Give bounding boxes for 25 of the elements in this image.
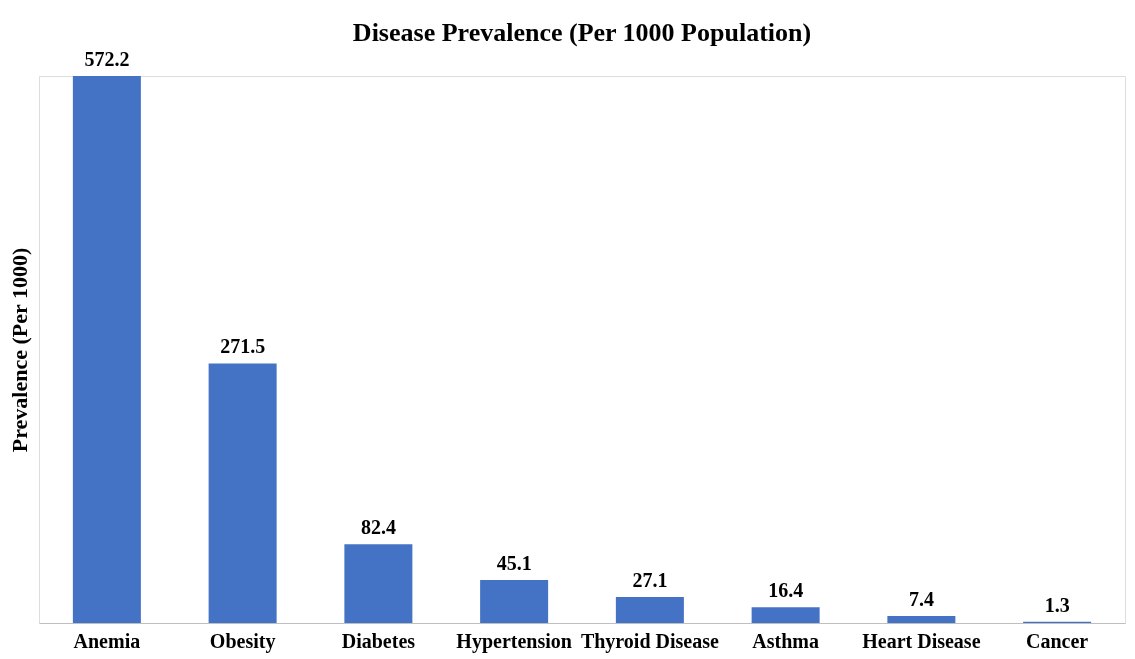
bar (72, 76, 141, 623)
bar (344, 544, 413, 623)
data-label: 27.1 (632, 569, 668, 592)
data-label: 271.5 (220, 335, 266, 358)
x-tick-label: Anemia (73, 629, 141, 652)
x-tick-label: Heart Disease (862, 629, 981, 652)
data-label: 7.4 (908, 587, 934, 610)
data-label: 1.3 (1044, 593, 1070, 616)
data-label: 16.4 (768, 579, 804, 602)
data-label: 572.2 (84, 48, 130, 70)
bar (615, 597, 684, 623)
x-tick-label: Diabetes (341, 629, 416, 652)
bar (480, 579, 549, 623)
bar (887, 615, 956, 623)
x-tick-label: Hypertension (456, 629, 572, 653)
bar (208, 363, 277, 623)
chart-title: Disease Prevalence (Per 1000 Population) (352, 18, 812, 47)
data-label: 45.1 (496, 551, 532, 574)
x-tick-label: Obesity (209, 629, 276, 653)
bar (751, 607, 820, 623)
x-tick-label: Thyroid Disease (580, 629, 719, 653)
data-label: 82.4 (360, 516, 396, 539)
y-axis-title: Prevalence (Per 1000) (6, 247, 32, 453)
x-tick-label: Cancer (1026, 629, 1089, 652)
x-tick-label: Asthma (752, 629, 819, 652)
